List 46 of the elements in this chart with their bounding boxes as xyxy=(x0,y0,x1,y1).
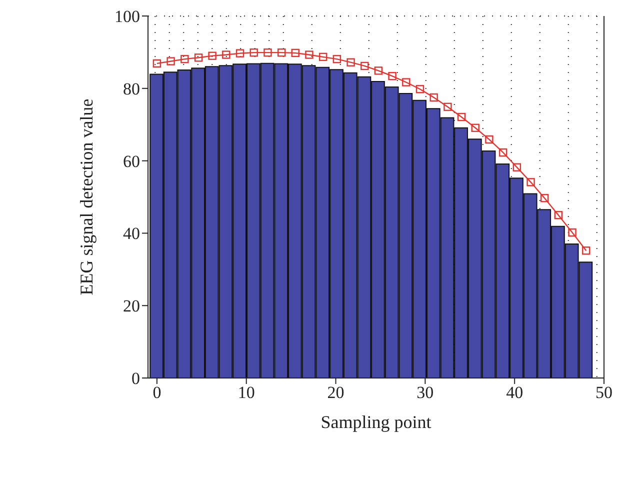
point xyxy=(471,124,480,132)
x-tick-label: 0 xyxy=(152,383,162,402)
point xyxy=(416,85,424,94)
point xyxy=(554,211,562,220)
y-tick-label: 60 xyxy=(123,152,140,171)
x-tick-label: 40 xyxy=(506,383,524,402)
point xyxy=(318,52,328,62)
point xyxy=(194,54,203,62)
point xyxy=(430,93,438,102)
point xyxy=(457,112,466,122)
point xyxy=(152,59,162,68)
point xyxy=(485,135,494,144)
point xyxy=(444,102,452,111)
point xyxy=(208,52,216,60)
point xyxy=(166,57,175,66)
y-tick-label: 20 xyxy=(123,296,140,316)
point xyxy=(250,48,258,57)
point xyxy=(180,54,189,64)
point xyxy=(264,48,272,57)
x-tick-label: 20 xyxy=(327,383,344,402)
point xyxy=(388,72,396,80)
point xyxy=(236,49,244,58)
y-axis-title: EEG signal detection value xyxy=(76,98,96,296)
point xyxy=(374,66,383,75)
point xyxy=(332,54,342,64)
y-tick-label: 80 xyxy=(123,79,140,98)
point xyxy=(582,246,590,255)
point xyxy=(498,148,508,157)
point xyxy=(512,163,522,172)
y-tick-label: 40 xyxy=(123,224,140,244)
y-tick-label: 100 xyxy=(114,7,140,26)
point xyxy=(346,58,355,66)
x-tick-label: 30 xyxy=(416,383,434,402)
point xyxy=(222,50,230,59)
point xyxy=(305,50,314,59)
x-axis-title: Sampling point xyxy=(320,412,432,432)
point xyxy=(402,78,410,86)
x-tick-label: 10 xyxy=(238,383,255,402)
point xyxy=(277,48,286,57)
point xyxy=(291,48,300,58)
point xyxy=(540,194,549,202)
x-tick-label: 50 xyxy=(596,383,612,402)
point xyxy=(360,62,369,70)
point xyxy=(526,178,535,186)
y-tick-label: 0 xyxy=(132,369,140,388)
point xyxy=(568,228,576,237)
